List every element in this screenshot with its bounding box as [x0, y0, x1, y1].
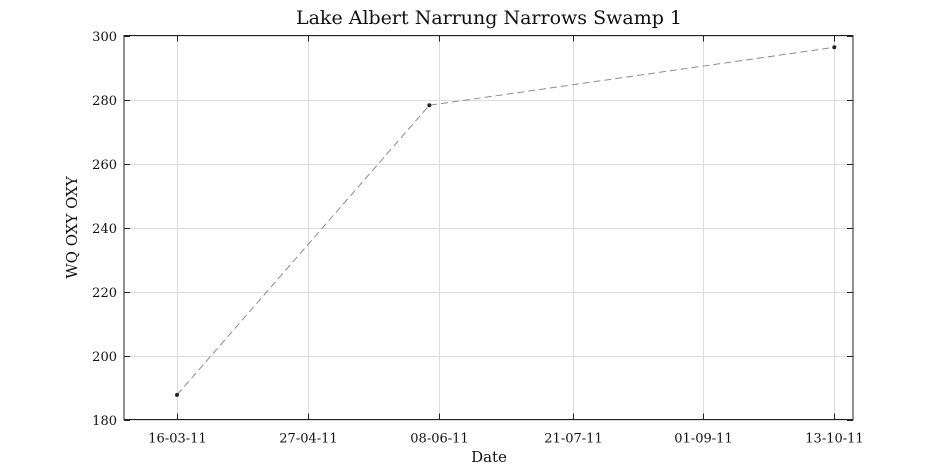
- data-point: [175, 392, 179, 397]
- y-axis-tick-labels: 180 200 220 240 260 280 300: [92, 30, 117, 429]
- y-tick-label: 180: [92, 414, 117, 429]
- y-tick-label: 280: [92, 94, 117, 109]
- data-point: [427, 103, 432, 108]
- x-tick-label: 01-09-11: [674, 432, 732, 447]
- chart-title: Lake Albert Narrung Narrows Swamp 1: [296, 7, 682, 29]
- y-tick-label: 240: [92, 222, 117, 237]
- y-axis-label: WQ OXY OXY: [63, 175, 81, 279]
- x-tick-label: 27-04-11: [279, 432, 337, 447]
- y-tick-label: 300: [92, 30, 117, 45]
- gridlines: [124, 35, 853, 421]
- axis-ticks: [124, 35, 853, 421]
- plot-frame: [123, 35, 854, 420]
- y-tick-label: 200: [92, 350, 117, 365]
- series-layer: [175, 45, 837, 397]
- x-tick-label: 16-03-11: [148, 432, 206, 447]
- data-point: [832, 45, 837, 50]
- y-tick-label: 260: [92, 158, 117, 173]
- x-axis-tick-labels: 16-03-11 27-04-11 08-06-11 21-07-11 01-09-11…: [148, 432, 863, 447]
- x-tick-label: 21-07-11: [544, 432, 602, 447]
- x-tick-label: 13-10-11: [805, 432, 863, 447]
- y-tick-label: 220: [92, 286, 117, 301]
- x-axis-label: Date: [471, 448, 507, 466]
- series-line: [176, 46, 835, 396]
- x-tick-label: 08-06-11: [410, 432, 468, 447]
